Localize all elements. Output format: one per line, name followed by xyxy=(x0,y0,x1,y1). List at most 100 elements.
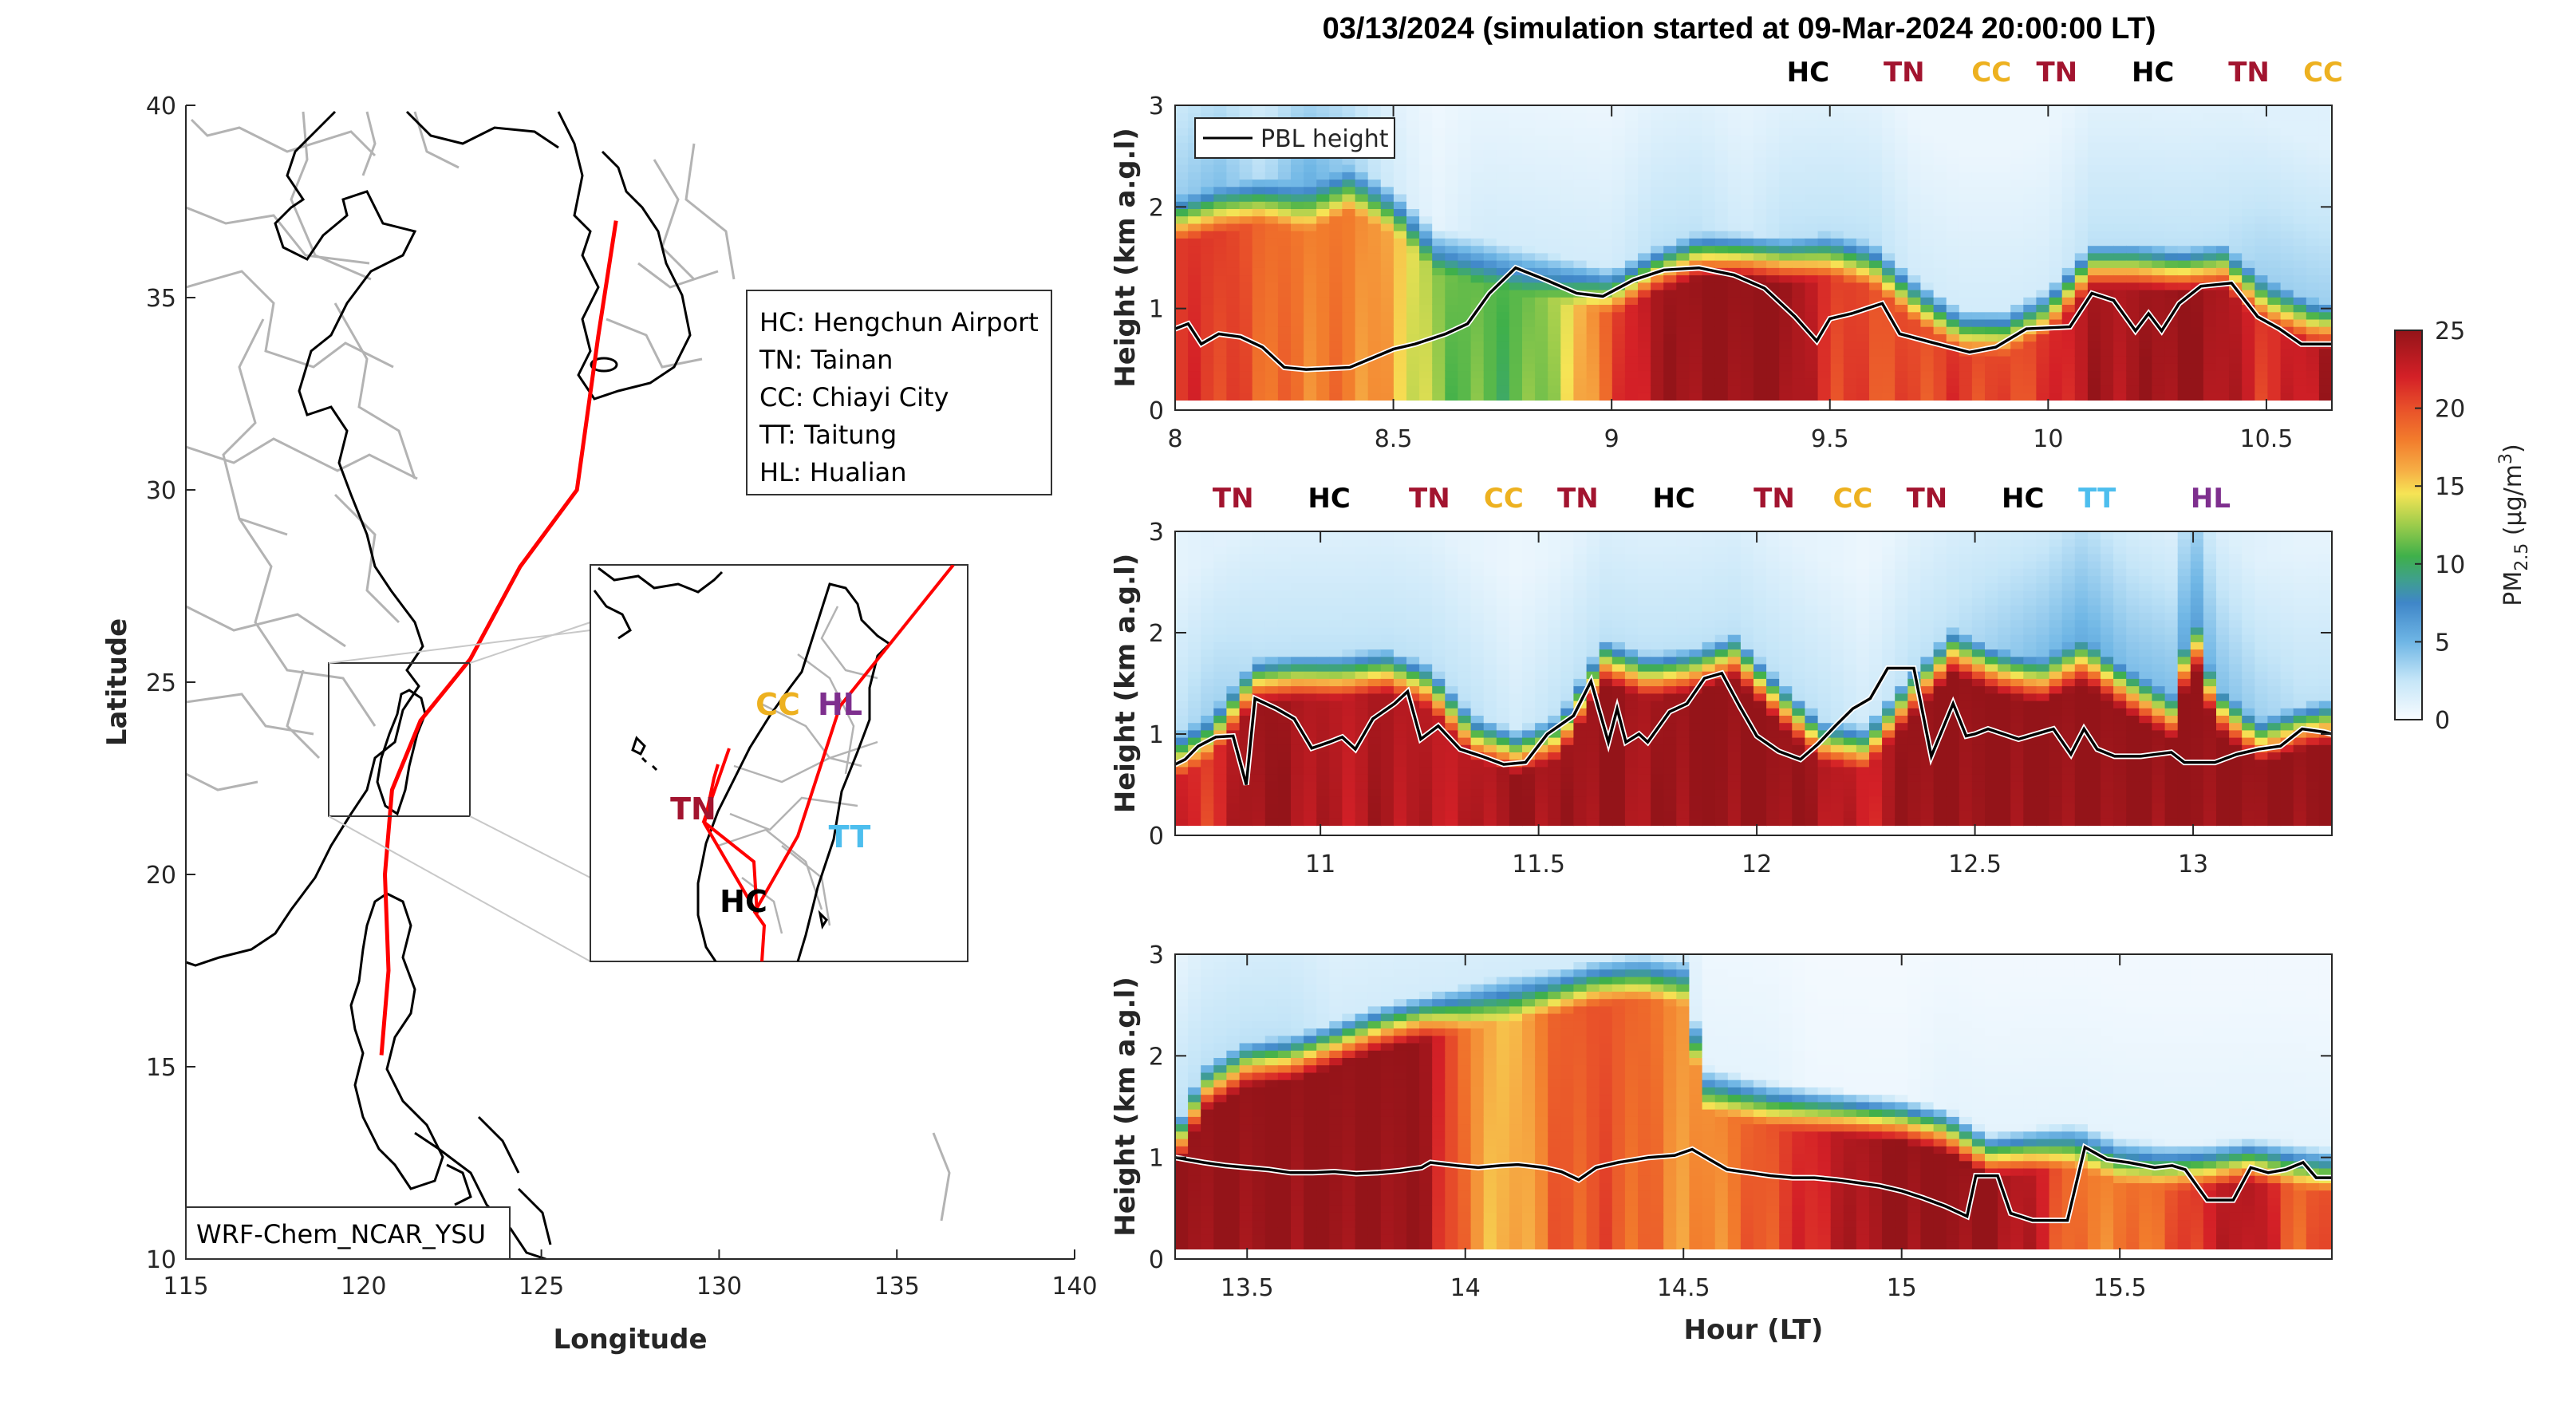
pm25-cell xyxy=(1522,649,1536,657)
pm25-cell xyxy=(1201,781,1215,790)
pm25-cell xyxy=(1586,230,1600,239)
pm25-cell xyxy=(2164,215,2179,224)
pm25-cell xyxy=(1406,355,1420,364)
pm25-cell xyxy=(2023,282,2038,290)
pm25-cell xyxy=(1252,245,1266,254)
pm25-cell xyxy=(1651,252,1664,261)
pm25-cell xyxy=(1998,142,2011,151)
pm25-cell xyxy=(1175,385,1189,393)
pm25-cell xyxy=(1188,304,1201,313)
pm25-cell xyxy=(1393,355,1407,364)
pm25-cell xyxy=(1599,149,1613,158)
pm25-cell xyxy=(2280,334,2294,342)
pm25-cell xyxy=(1483,612,1497,621)
pm25-cell xyxy=(1201,156,1215,165)
pm25-cell xyxy=(2126,142,2140,151)
pm25-cell xyxy=(1264,736,1279,745)
pm25-cell xyxy=(1805,304,1819,313)
pm25-cell xyxy=(1445,693,1459,701)
pm25-cell xyxy=(1188,795,1201,804)
pm25-cell xyxy=(2061,223,2076,231)
pm25-cell xyxy=(2126,355,2140,364)
pm25-cell xyxy=(1380,597,1395,606)
inset-site-label-hl: HL xyxy=(818,687,862,722)
pm25-cell xyxy=(2254,223,2269,231)
pm25-cell xyxy=(2061,230,2076,239)
pm25-cell xyxy=(1239,678,1253,687)
pm25-cell xyxy=(1522,355,1536,364)
pm25-cell xyxy=(2216,297,2230,305)
pm25-cell xyxy=(1419,818,1433,827)
pm25-cell xyxy=(1432,818,1446,827)
pm25-cell xyxy=(1277,252,1292,261)
pm25-cell xyxy=(1445,318,1459,327)
pm25-cell xyxy=(1277,678,1292,687)
pm25-cell xyxy=(1226,193,1241,202)
pm25-cell xyxy=(1226,759,1241,768)
pm25-cell xyxy=(2152,120,2166,128)
pm25-cell xyxy=(2164,105,2179,113)
pm25-cell xyxy=(1445,597,1459,606)
pm25-cell xyxy=(1714,282,1729,290)
pm25-cell xyxy=(2216,252,2230,261)
pm25-cell xyxy=(1175,164,1189,172)
pm25-cell xyxy=(1869,318,1883,327)
pm25-cell xyxy=(1522,773,1536,782)
pm25-cell xyxy=(1509,186,1523,195)
pm25-cell xyxy=(1599,326,1613,334)
pm25-cell xyxy=(1380,201,1395,209)
pm25-cell xyxy=(1188,245,1201,254)
pm25-cell xyxy=(1355,311,1369,320)
pm25-cell xyxy=(1573,663,1588,672)
pm25-cell xyxy=(1548,678,1562,687)
pm25-cell xyxy=(2267,156,2282,165)
pm25-cell xyxy=(2318,238,2332,247)
pm25-cell xyxy=(1638,105,1651,113)
pm25-cell xyxy=(1959,149,1973,158)
pm25-cell xyxy=(1496,164,1510,172)
pm25-cell xyxy=(1753,341,1767,349)
pm25-cell xyxy=(2190,274,2204,283)
pm25-cell xyxy=(2023,341,2038,349)
pm25-cell xyxy=(1676,252,1690,261)
pm25-cell xyxy=(1998,348,2011,357)
pm25-cell xyxy=(1406,818,1420,827)
pm25-cell xyxy=(1933,201,1947,209)
pm25-cell xyxy=(1419,560,1433,569)
pm25-cell xyxy=(1470,377,1485,386)
pm25-cell xyxy=(2203,201,2217,209)
pm25-cell xyxy=(2280,282,2294,290)
pm25-cell xyxy=(1535,708,1548,716)
pm25-cell xyxy=(2087,179,2101,187)
pm25-cell xyxy=(1175,670,1189,679)
pm25-cell xyxy=(1882,112,1896,121)
pm25-cell xyxy=(2036,112,2050,121)
pm25-cell xyxy=(2126,105,2140,113)
pm25-cell xyxy=(1805,223,1819,231)
pm25-cell xyxy=(1856,274,1870,283)
pm25-cell xyxy=(1663,172,1678,180)
pm25-cell xyxy=(1779,105,1793,113)
pm25-cell xyxy=(1573,318,1588,327)
pm25-cell xyxy=(1509,348,1523,357)
pm25-cell xyxy=(1252,297,1266,305)
pm25-cell xyxy=(1611,289,1626,298)
coastlines xyxy=(186,110,692,1259)
pm25-cell xyxy=(1509,781,1523,790)
pm25-cell xyxy=(1522,304,1536,313)
pm25-cell xyxy=(1689,377,1703,386)
pm25-cell xyxy=(2010,289,2025,298)
pm25-cell xyxy=(1676,348,1690,357)
pm25-cell xyxy=(1560,363,1575,372)
pm25-cell xyxy=(1419,649,1433,657)
pm25-cell xyxy=(1663,318,1678,327)
pm25-cell xyxy=(1277,370,1292,379)
pm25-cell xyxy=(1586,215,1600,224)
pm25-cell xyxy=(1252,348,1266,357)
pm25-cell xyxy=(2010,120,2025,128)
pm25-cell xyxy=(1291,612,1304,621)
pm25-cell xyxy=(1393,334,1407,342)
pm25-cell xyxy=(1509,708,1523,716)
pm25-cell xyxy=(2113,334,2127,342)
pm25-cell xyxy=(1907,385,1922,393)
